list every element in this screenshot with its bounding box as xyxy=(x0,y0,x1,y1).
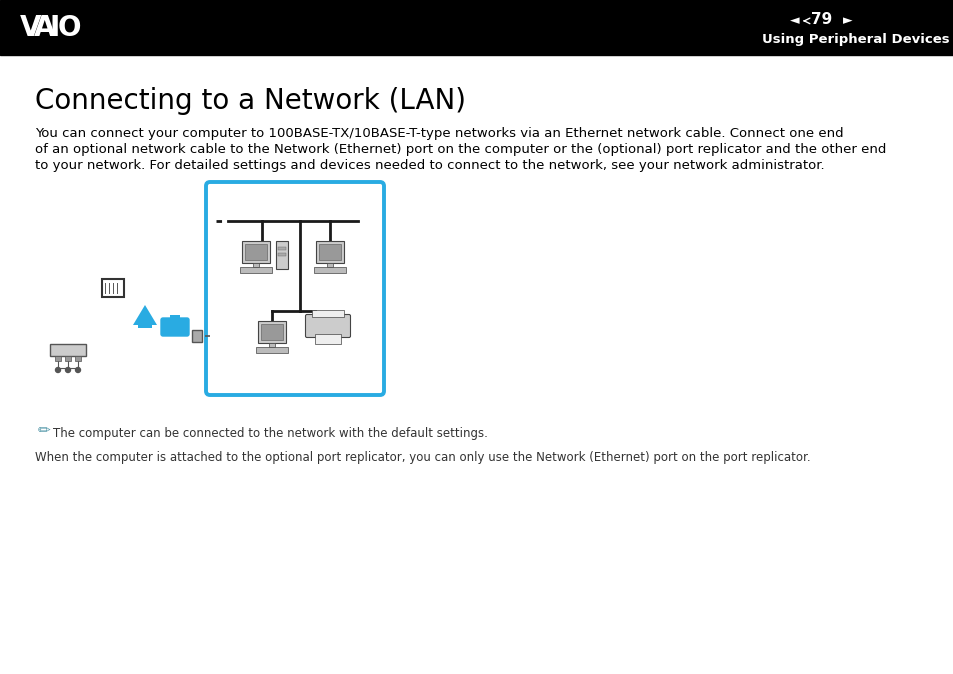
Text: V: V xyxy=(20,13,42,42)
Text: I: I xyxy=(50,13,60,42)
Bar xyxy=(255,347,288,353)
Bar xyxy=(253,263,258,267)
Bar xyxy=(257,321,286,343)
Bar xyxy=(65,356,71,361)
Bar xyxy=(192,330,202,342)
Bar xyxy=(277,253,286,256)
Text: Connecting to a Network (LAN): Connecting to a Network (LAN) xyxy=(35,87,465,115)
Bar xyxy=(312,310,344,317)
Text: You can connect your computer to 100BASE-TX/10BASE-T-type networks via an Ethern: You can connect your computer to 100BASE… xyxy=(35,127,842,140)
Bar xyxy=(0,0,953,55)
Text: A: A xyxy=(34,13,55,42)
Bar xyxy=(275,241,288,269)
Bar xyxy=(170,315,180,321)
Polygon shape xyxy=(132,305,157,325)
Bar xyxy=(75,356,81,361)
Text: ►: ► xyxy=(842,14,852,28)
Text: Using Peripheral Devices: Using Peripheral Devices xyxy=(761,33,949,46)
Text: to your network. For detailed settings and devices needed to connect to the netw: to your network. For detailed settings a… xyxy=(35,159,823,172)
Bar xyxy=(277,247,286,250)
FancyBboxPatch shape xyxy=(206,182,384,395)
Text: The computer can be connected to the network with the default settings.: The computer can be connected to the net… xyxy=(53,427,487,440)
Text: 79: 79 xyxy=(810,11,832,27)
Bar xyxy=(315,241,344,263)
Bar xyxy=(55,356,61,361)
Bar xyxy=(138,325,152,328)
Bar xyxy=(261,324,283,340)
Circle shape xyxy=(55,367,60,373)
Bar xyxy=(102,279,124,297)
Circle shape xyxy=(66,367,71,373)
Bar xyxy=(240,267,272,273)
Text: of an optional network cable to the Network (Ethernet) port on the computer or t: of an optional network cable to the Netw… xyxy=(35,143,885,156)
Text: ◄: ◄ xyxy=(789,14,800,28)
Text: ✏: ✏ xyxy=(38,423,51,438)
Bar xyxy=(269,343,274,347)
Bar xyxy=(314,267,346,273)
Bar xyxy=(245,244,267,260)
Text: O: O xyxy=(58,13,81,42)
Bar xyxy=(314,334,340,344)
FancyBboxPatch shape xyxy=(305,315,350,338)
FancyBboxPatch shape xyxy=(161,318,189,336)
Bar xyxy=(242,241,270,263)
Bar xyxy=(50,344,86,356)
Bar xyxy=(318,244,340,260)
Circle shape xyxy=(75,367,80,373)
Text: When the computer is attached to the optional port replicator, you can only use : When the computer is attached to the opt… xyxy=(35,451,810,464)
Bar xyxy=(327,263,333,267)
